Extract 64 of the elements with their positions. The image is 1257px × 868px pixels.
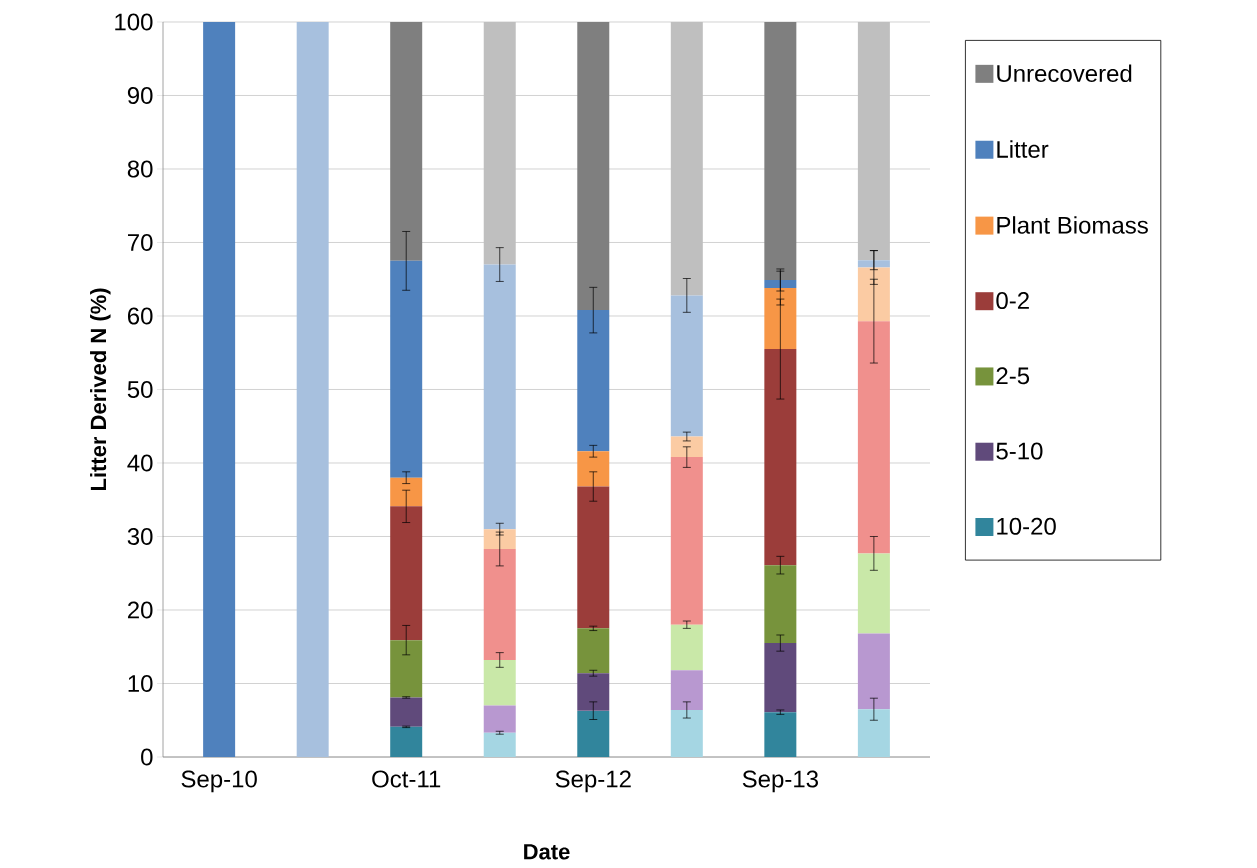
- y-axis-title: Litter Derived N (%): [90, 288, 111, 491]
- bar: [764, 288, 797, 350]
- y-tick-label: 50: [127, 381, 153, 398]
- bar: [483, 705, 516, 733]
- bar: [764, 22, 797, 280]
- y-tick-label: 70: [128, 234, 153, 251]
- bar: [483, 548, 516, 660]
- x-tick-label: Sep-13: [742, 770, 818, 793]
- bar: [577, 22, 610, 311]
- x-tick-label: Sep-12: [555, 770, 631, 793]
- legend-label: Unrecovered: [997, 64, 1132, 83]
- bar: [670, 624, 703, 671]
- bar: [577, 486, 610, 629]
- bar: [390, 506, 423, 641]
- bar: [764, 349, 797, 566]
- legend-label: Litter: [997, 140, 1049, 158]
- bar: [390, 477, 423, 507]
- bar: [483, 264, 516, 530]
- bar: [857, 709, 890, 757]
- bar: [483, 732, 516, 757]
- bar: [577, 310, 610, 452]
- bar: [577, 710, 610, 757]
- bar: [764, 565, 797, 644]
- bar: [670, 295, 703, 437]
- bar: [857, 553, 890, 634]
- bar: [390, 640, 423, 698]
- bar: [390, 697, 423, 727]
- y-tick-label: 20: [127, 601, 153, 619]
- y-tick-label: 40: [127, 454, 153, 472]
- bar: [857, 267, 890, 322]
- x-tick-label: Sep-10: [181, 770, 257, 793]
- bar: [857, 321, 890, 554]
- legend-label: 5-10: [996, 442, 1043, 460]
- bar: [764, 712, 797, 757]
- bar: [577, 451, 610, 487]
- bar: [390, 260, 423, 478]
- bar: [764, 279, 797, 289]
- bar: [296, 22, 329, 757]
- y-tick-label: 30: [127, 528, 153, 545]
- y-tick-label: 90: [127, 87, 153, 104]
- legend-label: 10-20: [997, 517, 1056, 535]
- bar: [577, 673, 610, 711]
- bar: [483, 529, 516, 549]
- bar: [390, 726, 423, 757]
- y-tick-label: 80: [127, 160, 153, 178]
- bar: [203, 22, 236, 757]
- bar: [857, 633, 890, 710]
- y-tick-label: 60: [128, 307, 153, 325]
- legend-label: 2-5: [996, 367, 1030, 385]
- bar: [670, 670, 703, 710]
- x-axis-title: Date: [524, 844, 570, 860]
- bar: [670, 709, 703, 757]
- bar: [670, 457, 703, 625]
- bar: [670, 436, 703, 458]
- bar: [483, 659, 516, 706]
- x-tick-label: Oct-11: [372, 770, 441, 788]
- y-tick-label: 10: [128, 675, 153, 692]
- bar: [390, 22, 423, 261]
- bar: [764, 643, 797, 713]
- y-tick-label: 100: [115, 13, 153, 31]
- legend-label: 0-2: [996, 292, 1029, 310]
- bar: [577, 628, 610, 674]
- y-tick-label: 0: [141, 748, 153, 766]
- legend-label: Plant Biomass: [997, 216, 1148, 234]
